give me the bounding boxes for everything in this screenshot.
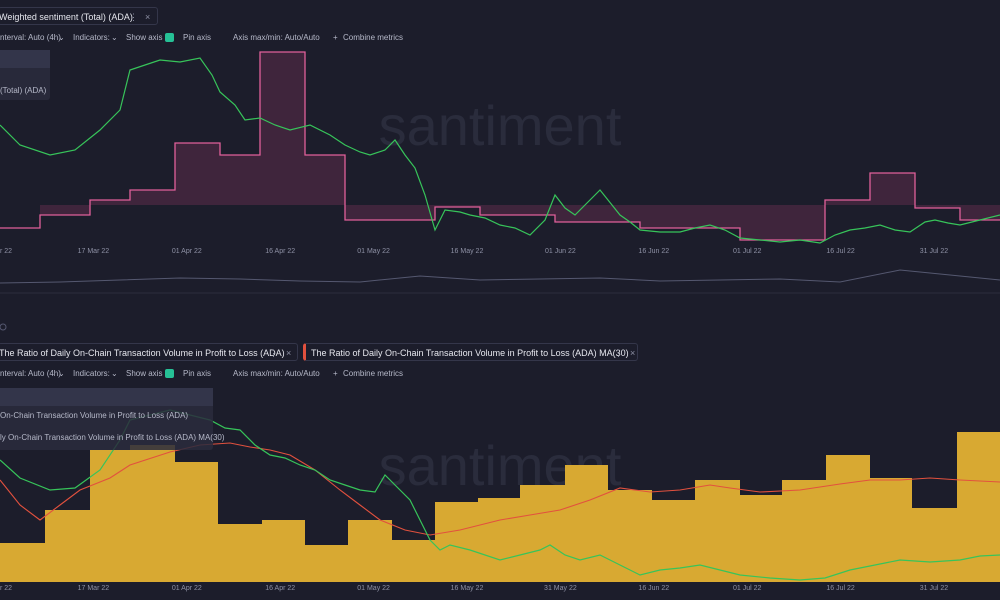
legend: (Total) (ADA): [0, 50, 50, 100]
x-tick-label: 01 Jul 22: [732, 248, 762, 255]
tab[interactable]: The Ratio of Daily On-Chain Transaction …: [303, 343, 638, 361]
x-tick-label: 16 May 22: [450, 248, 484, 255]
navigator-line: [0, 269, 1000, 284]
chevron: ⌄: [58, 33, 65, 42]
x-tick-label: 16 Jun 22: [638, 585, 670, 592]
combine-metrics[interactable]: Combine metrics: [343, 369, 404, 378]
show-axis[interactable]: Show axis: [126, 33, 163, 42]
close-icon[interactable]: ×: [145, 12, 151, 22]
plus-icon: +: [333, 33, 338, 42]
watermark: santiment: [379, 94, 622, 157]
indicators[interactable]: Indicators:: [73, 369, 110, 378]
chevron: ⌄: [111, 33, 118, 42]
x-tick-label: 01 Apr 22: [171, 585, 202, 592]
x-tick-label: 01 Jul 22: [732, 585, 762, 592]
price-line: [0, 409, 1000, 581]
legend-label: ly On-Chain Transaction Volume in Profit…: [0, 433, 225, 442]
chevron: ⌄: [58, 369, 65, 378]
legend: On-Chain Transaction Volume in Profit to…: [0, 388, 225, 450]
x-tick-label: 17 Mar 22: [77, 585, 110, 592]
x-tick-label: 16 May 22: [450, 585, 484, 592]
close-icon[interactable]: ×: [630, 348, 636, 358]
x-tick-label: 17 Mar 22: [77, 248, 110, 255]
icon: [0, 323, 7, 331]
x-tick-label: r 22: [0, 248, 13, 255]
x-tick-label: 16 Apr 22: [265, 585, 296, 592]
tab[interactable]: The Ratio of Daily On-Chain Transaction …: [0, 343, 298, 361]
x-tick-label: 01 May 22: [357, 585, 390, 592]
x-tick-label: 31 Jul 22: [919, 248, 949, 255]
x-tick-label: 16 Apr 22: [265, 248, 296, 255]
indicators[interactable]: Indicators:: [73, 33, 110, 42]
menu-icon[interactable]: ⋮: [614, 348, 623, 358]
legend-label: On-Chain Transaction Volume in Profit to…: [0, 411, 189, 420]
checkbox[interactable]: [165, 33, 174, 42]
sentiment-area: [0, 52, 1000, 240]
tab[interactable]: Weighted sentiment (Total) (ADA) ⋮ ×: [0, 7, 158, 25]
axis-maxmin[interactable]: Axis max/min: Auto/Auto: [233, 369, 320, 378]
legend-header: [0, 50, 50, 68]
combine-metrics[interactable]: Combine metrics: [343, 33, 404, 42]
tab-title: The Ratio of Daily On-Chain Transaction …: [0, 348, 285, 358]
x-tick-label: 01 Apr 22: [171, 248, 202, 255]
axis-maxmin[interactable]: Axis max/min: Auto/Auto: [233, 33, 320, 42]
x-tick-label: 31 Jul 22: [919, 585, 949, 592]
tab-title: Weighted sentiment (Total) (ADA): [0, 12, 133, 22]
interval[interactable]: nterval: Auto (4h): [0, 369, 61, 378]
interval[interactable]: nterval: Auto (4h): [0, 33, 61, 42]
chevron: ⌄: [111, 369, 118, 378]
checkbox[interactable]: [165, 369, 174, 378]
plus-icon: +: [333, 369, 338, 378]
show-axis[interactable]: Show axis: [126, 369, 163, 378]
x-tick-label: 16 Jul 22: [826, 248, 855, 255]
menu-icon[interactable]: ⋮: [129, 12, 138, 22]
x-tick-label: 31 May 22: [544, 585, 577, 592]
pin-axis[interactable]: Pin axis: [183, 369, 212, 378]
x-tick-label: 16 Jun 22: [638, 248, 670, 255]
x-tick-label: 16 Jul 22: [826, 585, 855, 592]
close-icon[interactable]: ×: [286, 348, 292, 358]
x-tick-label: r 22: [0, 585, 13, 592]
ma-line: [0, 442, 1000, 536]
ratio-bars: [0, 432, 1000, 582]
legend-label: (Total) (ADA): [0, 86, 47, 95]
price-line: [0, 57, 1000, 244]
pin-axis[interactable]: Pin axis: [183, 33, 212, 42]
sentiment-line: [0, 51, 1000, 241]
tab-title: The Ratio of Daily On-Chain Transaction …: [311, 348, 629, 358]
menu-icon[interactable]: ⋮: [269, 348, 278, 358]
x-tick-label: 01 May 22: [357, 248, 390, 255]
legend-header: [0, 388, 213, 406]
x-tick-label: 01 Jun 22: [545, 248, 576, 255]
